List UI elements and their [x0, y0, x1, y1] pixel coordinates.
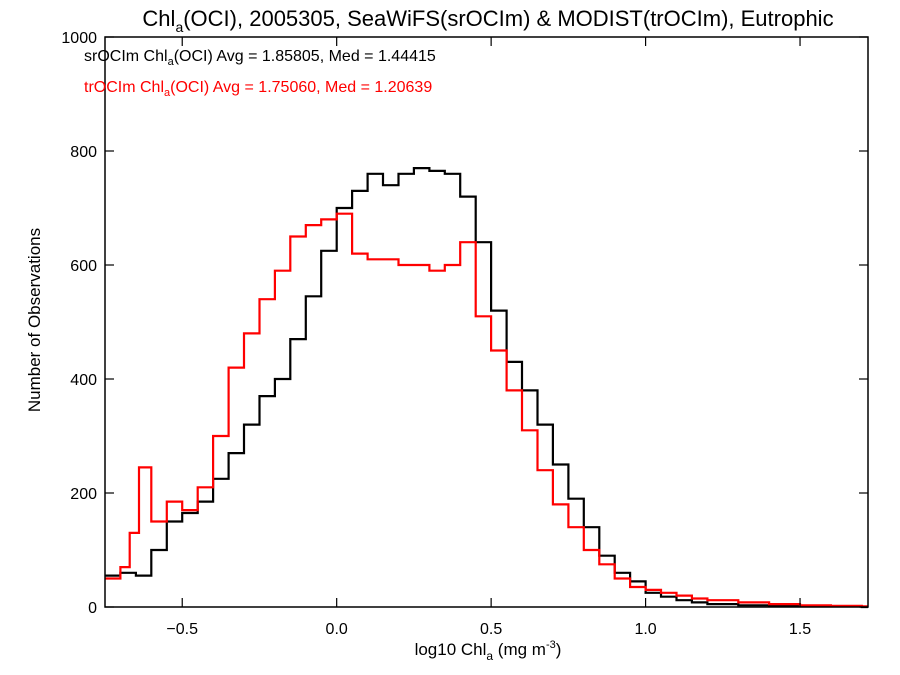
- xlabel-mid: (mg m: [493, 640, 546, 659]
- xlabel-pre: log10 Chl: [415, 640, 487, 659]
- series-layer: [105, 167, 868, 609]
- xlabel-subscript: a: [486, 649, 493, 663]
- ticks-layer: −0.5 0.0 0.5 1.0 1.5 0 200 400 600 800 1000: [61, 30, 868, 638]
- chart-title: Chla(OCI), 2005305, SeaWiFS(srOCIm) & MO…: [142, 6, 833, 35]
- y-tick-label: 600: [70, 258, 97, 275]
- x-tick-label: 1.0: [634, 621, 656, 638]
- title-post: (OCI), 2005305, SeaWiFS(srOCIm) & MODIST…: [183, 6, 833, 31]
- xlabel-end: ): [556, 640, 562, 659]
- legend-entry-troclm: trOCIm Chla(OCI) Avg = 1.75060, Med = 1.…: [84, 79, 432, 99]
- legend-0-post: (OCI) Avg = 1.85805, Med = 1.44415: [174, 48, 436, 65]
- legend-1-sub: a: [164, 87, 171, 99]
- title-pre: Chl: [142, 6, 175, 31]
- legend-0-pre: srOCIm Chl: [84, 48, 168, 65]
- y-axis-label: Number of Observations: [25, 228, 44, 412]
- x-tick-label: −0.5: [166, 621, 198, 638]
- y-tick-label: 1000: [61, 30, 97, 47]
- x-axis-label: log10 Chla (mg m-3): [415, 639, 562, 663]
- xlabel-superscript: -3: [546, 639, 556, 651]
- legend-entry-sroclm: srOCIm Chla(OCI) Avg = 1.85805, Med = 1.…: [84, 48, 436, 68]
- legend-0-sub: a: [168, 56, 175, 68]
- x-tick-label: 0.0: [326, 621, 348, 638]
- y-tick-label: 800: [70, 144, 97, 161]
- y-tick-label: 200: [70, 486, 97, 503]
- x-tick-label: 0.5: [480, 621, 502, 638]
- plot-frame: [104, 36, 869, 608]
- y-tick-label: 400: [70, 372, 97, 389]
- legend-1-pre: trOCIm Chl: [84, 79, 164, 96]
- y-tick-label: 0: [88, 600, 97, 617]
- title-subscript: a: [175, 19, 183, 35]
- series-line-srocim: [105, 167, 868, 609]
- series-line-trocim: [105, 212, 868, 608]
- x-tick-label: 1.5: [789, 621, 811, 638]
- legend-1-post: (OCI) Avg = 1.75060, Med = 1.20639: [170, 79, 432, 96]
